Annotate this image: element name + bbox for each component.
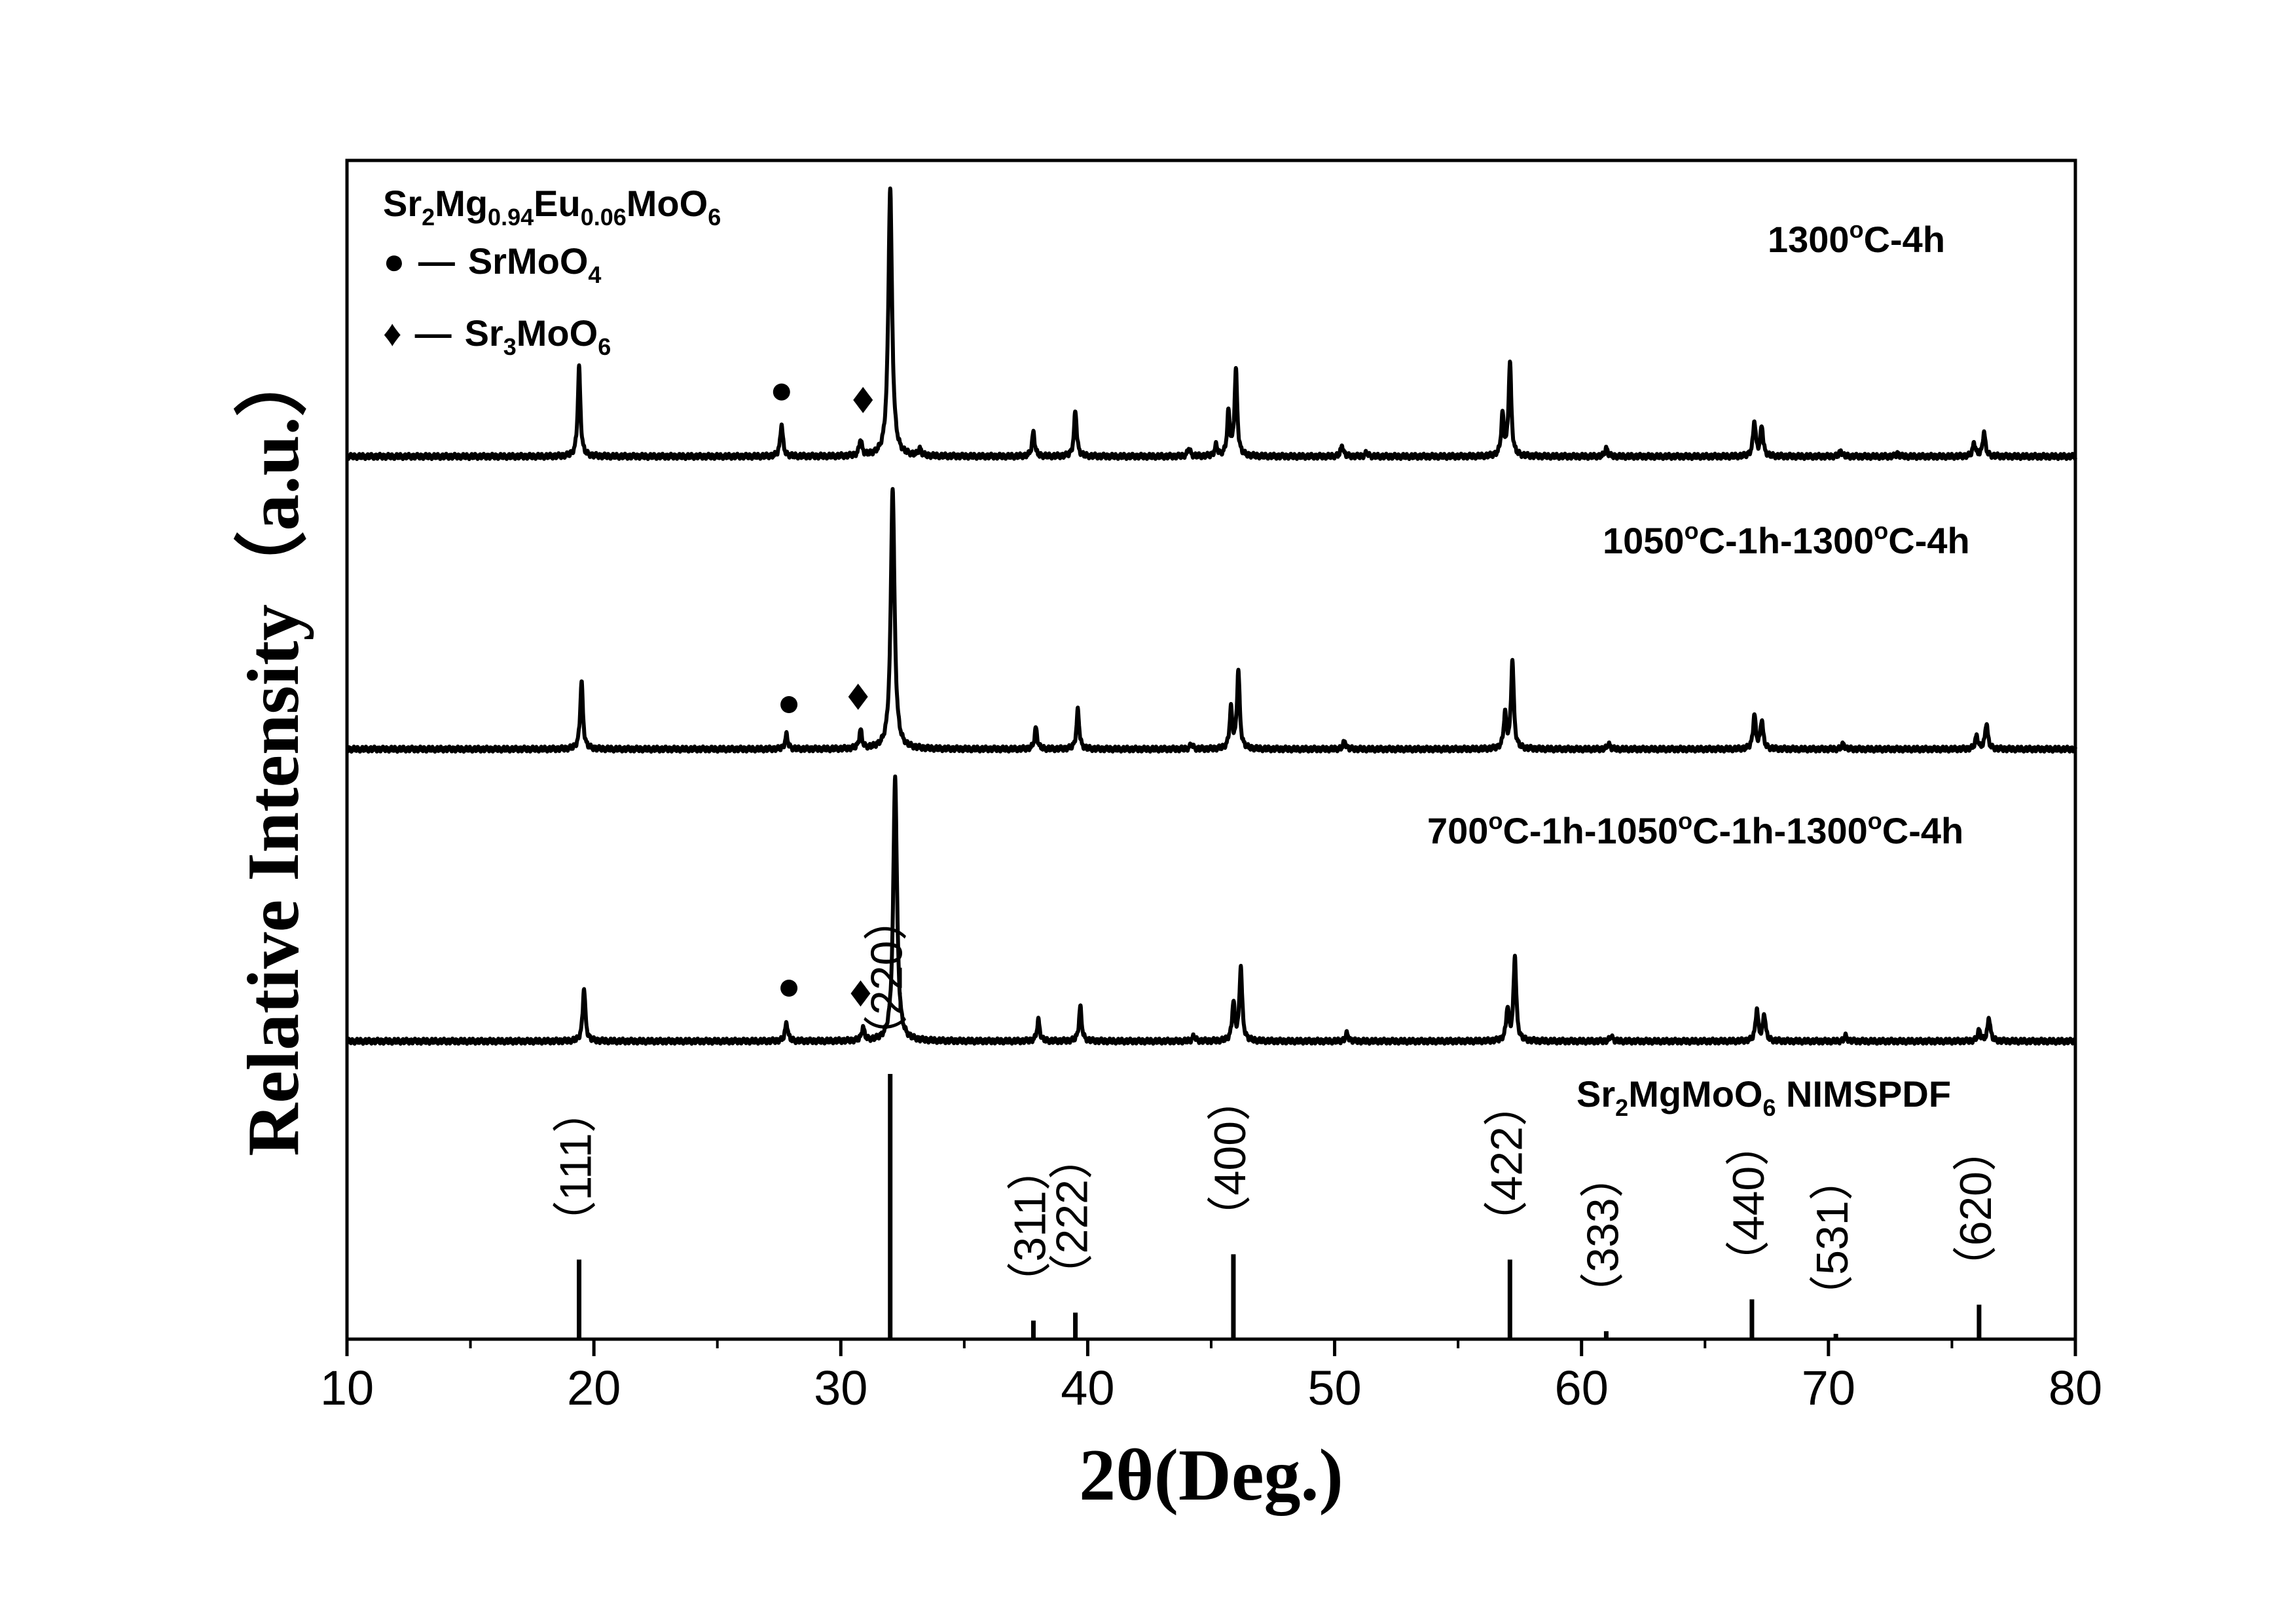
hkl-label: （222）	[1048, 1135, 1097, 1298]
srmoo4-marker	[780, 696, 798, 713]
sr3moo6-marker	[848, 684, 868, 710]
hkl-label: （400）	[1205, 1077, 1255, 1240]
impurity-markers	[773, 383, 873, 1007]
x-axis: 10 20 30 40 50 60 70 80	[320, 1339, 2102, 1415]
trace-3	[345, 774, 2077, 1046]
x-tick-label: 30	[814, 1361, 867, 1415]
hkl-label: （422）	[1482, 1082, 1531, 1245]
series-label-700c-1050c-1300c: 700oC-1h-1050oC-1h-1300oC-4h	[1427, 807, 1963, 851]
legend-sr3moo6: ♦ — Sr3MoO6	[383, 312, 611, 360]
hkl-label: （311）	[1005, 1146, 1055, 1306]
srmoo4-marker	[773, 383, 790, 401]
hkl-label: （111）	[551, 1088, 600, 1245]
x-tick-label: 20	[567, 1361, 621, 1415]
sr3moo6-marker	[853, 386, 873, 413]
x-axis-title: 2θ(Deg.)	[1079, 1435, 1343, 1516]
series-label-1050c-1300c: 1050oC-1h-1300oC-4h	[1603, 517, 1970, 561]
x-tick-label: 40	[1061, 1361, 1114, 1415]
sr3moo6-marker	[850, 980, 871, 1007]
hkl-label: （333）	[1578, 1153, 1628, 1316]
legend-compound: Sr2Mg0.94Eu0.06MoO6	[383, 183, 721, 231]
reference-label: Sr2MgMoO6 NIMSPDF	[1576, 1073, 1951, 1121]
x-tick-label: 80	[2049, 1361, 2102, 1415]
hkl-label: （440）	[1724, 1122, 1774, 1285]
legend: Sr2Mg0.94Eu0.06MoO6 ● — SrMoO4 ♦ — Sr3MoO6	[383, 183, 721, 360]
xrd-traces	[345, 186, 2077, 1046]
hkl-label: （620）	[1951, 1127, 2001, 1290]
hkl-label: （531）	[1808, 1156, 1857, 1319]
x-tick-label: 60	[1555, 1361, 1609, 1415]
trace-1	[345, 186, 2077, 462]
hkl-label: （220）	[862, 896, 912, 1060]
x-tick-label: 70	[1802, 1361, 1855, 1415]
srmoo4-marker	[780, 980, 798, 997]
trace-2	[345, 487, 2077, 754]
x-tick-label: 50	[1307, 1361, 1361, 1415]
reference-pattern: （111） （220） （311）（222） （400） （422） （333） （440）…	[551, 896, 2001, 1339]
series-label-1300c-4h: 1300oC-4h	[1768, 216, 1945, 260]
y-axis-title: Relative Intensity（a.u.）	[233, 343, 314, 1156]
legend-srmoo4: ● — SrMoO4	[383, 240, 601, 288]
x-tick-label: 10	[320, 1361, 374, 1415]
